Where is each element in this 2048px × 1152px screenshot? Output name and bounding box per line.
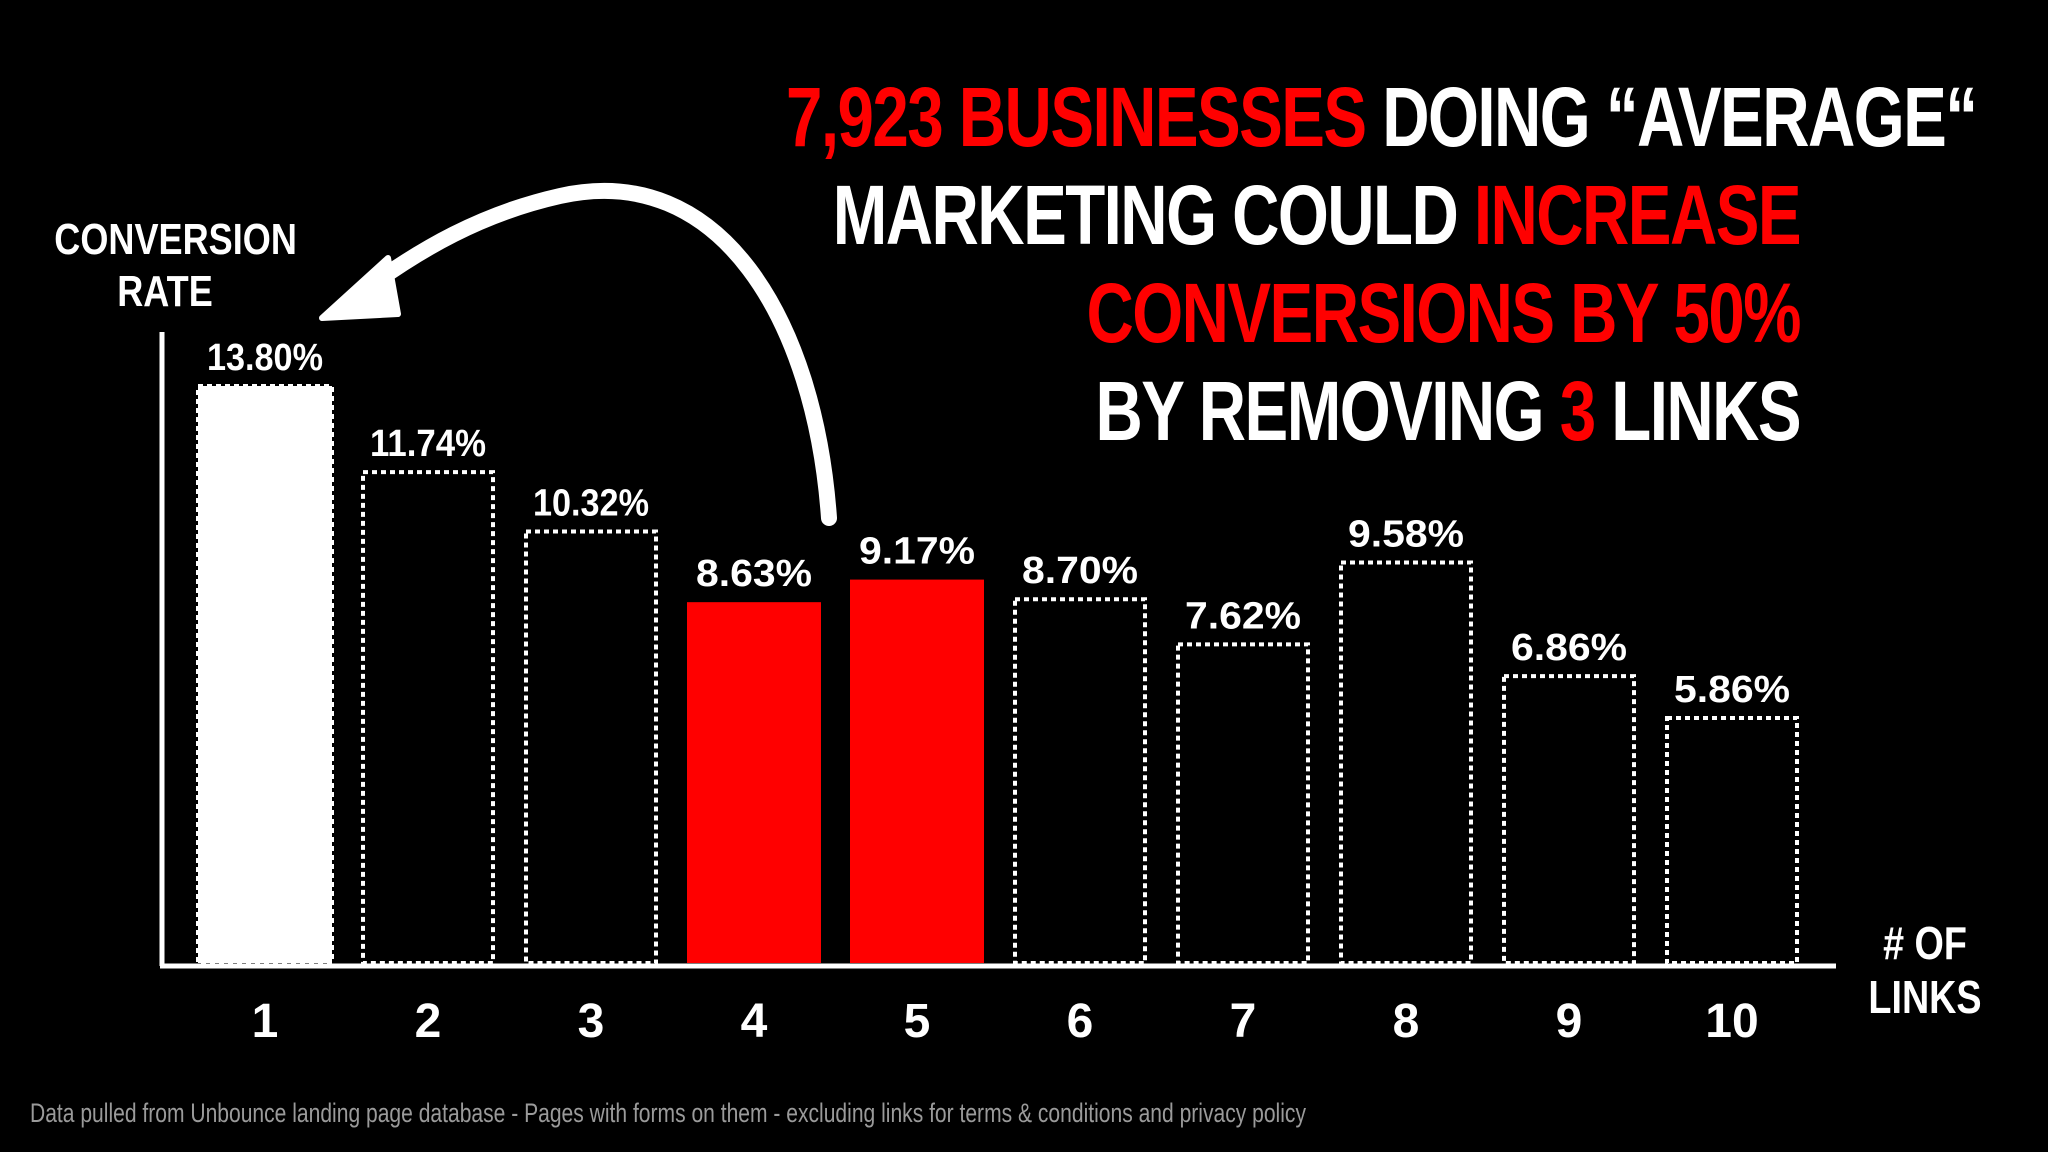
- data-label: 11.74%: [370, 423, 486, 465]
- bar-1: [196, 384, 334, 965]
- x-tick-label: 5: [904, 995, 931, 1048]
- curved-arrow-annotation: [319, 182, 837, 526]
- data-label: 8.70%: [1022, 550, 1138, 592]
- data-label: 7.62%: [1185, 595, 1301, 637]
- data-label: 5.86%: [1674, 669, 1790, 711]
- headline-line-1: 7,923 BUSINESSES DOING “AVERAGE“: [786, 68, 1978, 166]
- x-tick-label: 9: [1556, 995, 1583, 1048]
- y-axis-label: CONVERSION RATE: [54, 214, 297, 318]
- bar-7: [1176, 642, 1310, 965]
- bar-9: [1502, 674, 1636, 966]
- headline-line-4: BY REMOVING 3 LINKS: [786, 362, 1801, 460]
- headline-segment: MARKETING COULD: [832, 168, 1474, 262]
- x-tick-label: 1: [252, 995, 279, 1048]
- headline-segment: DOING “AVERAGE“: [1365, 70, 1978, 164]
- headline-segment: 3: [1559, 364, 1596, 458]
- x-axis-label-line-2: LINKS: [1868, 971, 1982, 1023]
- data-label: 9.17%: [859, 531, 975, 573]
- bar-8: [1339, 560, 1473, 966]
- arrow-head-icon: [319, 255, 401, 321]
- data-label: 9.58%: [1348, 513, 1464, 555]
- headline-segment: 7,923 BUSINESSES: [786, 70, 1367, 164]
- data-labels-layer: 13.80% 11.74% 10.32% 8.63% 9.17% 8.70% 7.62% 9.…: [207, 337, 1790, 711]
- x-tick-label: 10: [1705, 995, 1758, 1048]
- bar-4: [687, 602, 821, 963]
- headline-line-2: MARKETING COULD INCREASE: [786, 166, 1802, 264]
- data-label: 13.80%: [207, 337, 323, 379]
- headline-segment: BY REMOVING: [1095, 364, 1560, 458]
- x-tick-label: 8: [1393, 995, 1420, 1048]
- x-axis-label: # OF LINKS: [1847, 916, 2003, 1024]
- x-tick-labels-layer: 1 2 3 4 5 6 7 8 9 10: [252, 995, 1759, 1048]
- headline: 7,923 BUSINESSES DOING “AVERAGE“ MARKETI…: [786, 68, 1978, 460]
- data-label: 8.63%: [696, 553, 812, 595]
- headline-segment: LINKS: [1594, 364, 1801, 458]
- headline-segment: INCREASE: [1473, 168, 1802, 262]
- x-tick-label: 2: [415, 995, 442, 1048]
- x-tick-label: 6: [1067, 995, 1094, 1048]
- headline-line-3: CONVERSIONS BY 50%: [786, 264, 1801, 362]
- y-axis-label-line-1: CONVERSION: [54, 215, 297, 264]
- x-tick-label: 3: [578, 995, 605, 1048]
- headline-segment: CONVERSIONS BY 50%: [1086, 266, 1801, 360]
- x-tick-label: 4: [741, 995, 768, 1048]
- source-footnote: Data pulled from Unbounce landing page d…: [30, 1098, 1306, 1128]
- bar-10: [1665, 715, 1799, 966]
- x-tick-label: 7: [1230, 995, 1257, 1048]
- data-label: 10.32%: [533, 483, 649, 525]
- bars-layer: [196, 384, 1799, 966]
- curved-arrow-icon: [362, 182, 837, 526]
- bar-6: [1013, 597, 1147, 965]
- bar-2: [361, 470, 495, 965]
- y-axis-label-line-2: RATE: [117, 267, 213, 316]
- x-axis-label-line-1: # OF: [1883, 917, 1967, 969]
- data-label: 6.86%: [1511, 627, 1627, 669]
- bar-3: [524, 529, 658, 965]
- bar-5: [850, 579, 984, 963]
